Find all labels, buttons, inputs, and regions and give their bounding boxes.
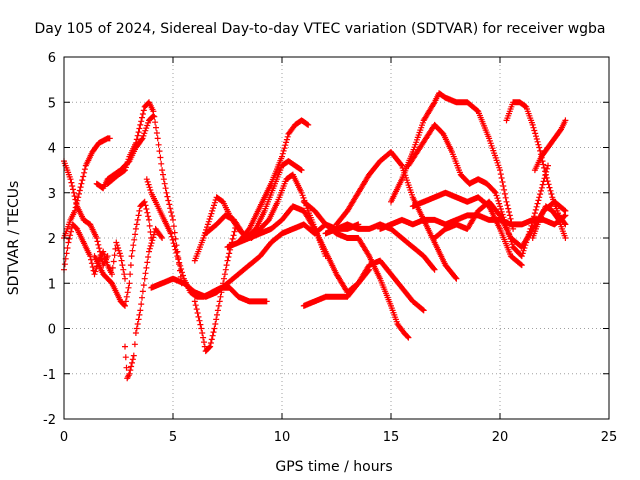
x-tick-label: 10: [274, 430, 291, 445]
y-tick-label: 1: [48, 277, 56, 292]
chart-title: Day 105 of 2024, Sidereal Day-to-day VTE…: [34, 21, 605, 37]
axis-ticks: 0 5 10 15 20 25 -2 -1 0 1 2 3 4 5 6: [43, 51, 617, 445]
y-tick-label: 0: [48, 323, 56, 338]
y-tick-label: 3: [48, 187, 56, 202]
series-prn-z: [531, 117, 569, 174]
series-marks-prn-y: [529, 203, 569, 241]
series-marks-prn-e: [104, 99, 185, 287]
series-prn-e: [104, 99, 185, 287]
y-axis-label: SDTVAR / TECUs: [6, 181, 22, 296]
series-prn-y: [529, 203, 569, 241]
series-marks-prn-g: [122, 225, 166, 382]
series-marks-prn-x: [503, 99, 569, 228]
series-prn-x: [503, 99, 569, 228]
x-tick-label: 15: [383, 430, 400, 445]
grid: [64, 57, 609, 419]
series-prn-n: [235, 117, 312, 246]
series-prn-u: [405, 121, 551, 260]
y-tick-label: 6: [48, 51, 56, 66]
x-axis-label: GPS time / hours: [275, 459, 392, 475]
series-marks-prn-z: [531, 117, 569, 174]
series-prn-t: [388, 90, 517, 232]
x-tick-label: 5: [169, 430, 177, 445]
x-tick-label: 25: [601, 430, 618, 445]
series-prn-f: [91, 198, 155, 309]
y-tick-label: 5: [48, 96, 56, 111]
series-marks-prn-t: [388, 90, 517, 232]
x-tick-label: 0: [60, 430, 68, 445]
series-marks-prn-n: [235, 117, 312, 246]
y-tick-label: 4: [48, 142, 56, 157]
y-tick-label: -2: [43, 413, 56, 428]
y-tick-label: 2: [48, 232, 56, 247]
series-marks-prn-p: [300, 257, 427, 314]
y-tick-label: -1: [43, 368, 56, 383]
series-marks-prn-u: [405, 121, 551, 260]
series-prn-g: [122, 225, 166, 382]
series-prn-p: [300, 257, 427, 314]
series-marks-prn-f: [91, 198, 155, 309]
x-tick-label: 20: [492, 430, 509, 445]
